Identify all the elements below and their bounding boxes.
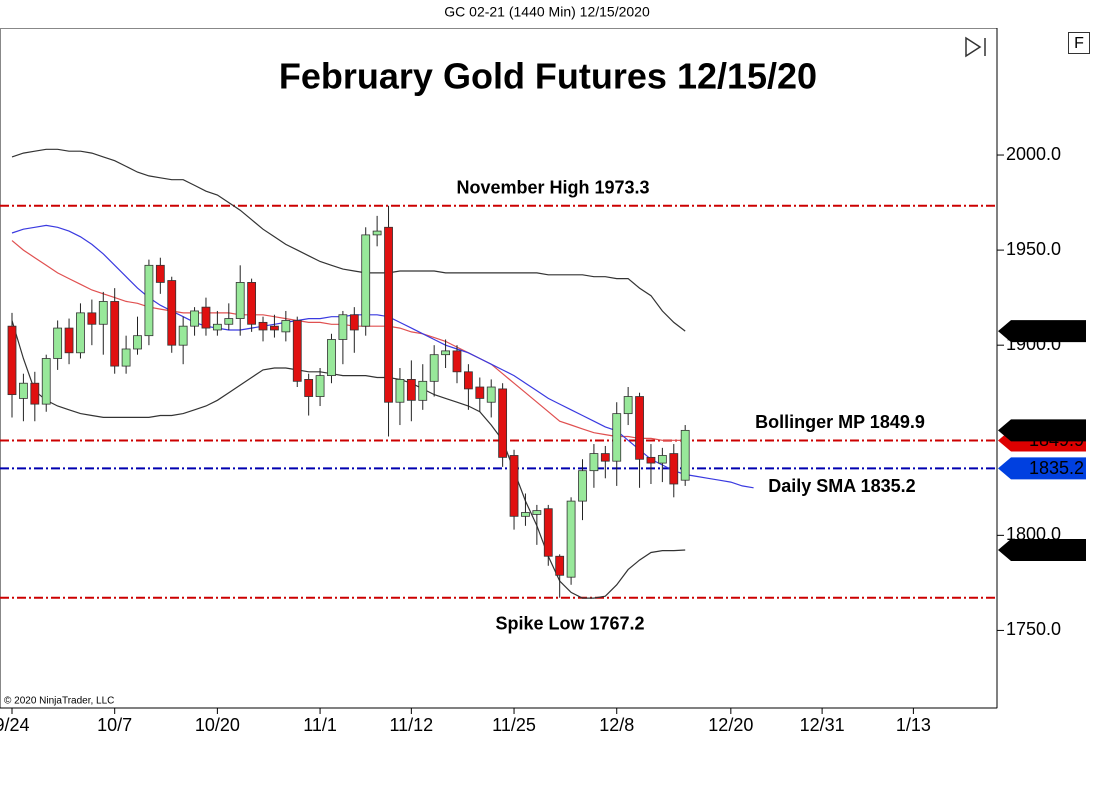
indicator-line xyxy=(11,240,686,441)
candle-body xyxy=(155,264,165,283)
candle-body xyxy=(315,375,325,397)
candle-body xyxy=(304,379,314,397)
candle-body xyxy=(247,282,257,325)
x-tick-label: 12/8 xyxy=(599,715,634,735)
candle-body xyxy=(41,358,51,405)
price-marker xyxy=(998,419,1086,442)
price-marker xyxy=(998,320,1086,343)
candle-body xyxy=(521,512,530,517)
y-tick-label: 2000.0 xyxy=(1006,144,1061,164)
candle-body xyxy=(406,379,416,401)
level-label: Spike Low 1767.2 xyxy=(495,613,644,633)
candle-body xyxy=(418,380,428,401)
candle-body xyxy=(429,354,439,382)
candle-body xyxy=(121,348,131,367)
candle-body xyxy=(235,282,245,319)
candle-body xyxy=(669,453,679,485)
candle-body xyxy=(190,310,199,327)
candle-body xyxy=(452,350,462,373)
candle-body xyxy=(98,301,108,325)
candle-body xyxy=(498,388,508,458)
x-tick-label: 1/13 xyxy=(896,715,931,735)
candle-body xyxy=(327,339,336,377)
candle-body xyxy=(646,456,656,464)
level-label: November High 1973.3 xyxy=(456,178,649,198)
candle-body xyxy=(292,320,302,382)
level-label: Bollinger MP 1849.9 xyxy=(755,412,925,432)
candle-body xyxy=(87,312,97,325)
price-marker-label: 1835.2 xyxy=(1029,458,1084,478)
candle-body xyxy=(680,429,690,481)
price-marker xyxy=(998,538,1086,561)
x-tick-label: 9/24 xyxy=(0,715,30,735)
candle-body xyxy=(384,226,393,403)
price-marker-label: 1792.3 xyxy=(1029,540,1084,560)
candle-body xyxy=(486,386,496,403)
f-button[interactable] xyxy=(1068,32,1090,54)
y-tick-label: 1950.0 xyxy=(1006,239,1061,259)
candle-body xyxy=(270,325,279,331)
y-tick-label: 1750.0 xyxy=(1006,619,1061,639)
candle-body xyxy=(532,510,542,515)
candle-body xyxy=(53,327,63,359)
candle-body xyxy=(475,386,485,399)
candle-body xyxy=(64,327,74,354)
candle-body xyxy=(178,325,188,346)
chart-title: February Gold Futures 12/15/20 xyxy=(279,56,817,97)
x-tick-label: 11/12 xyxy=(389,715,433,735)
level-label: Daily SMA 1835.2 xyxy=(768,476,915,496)
scroll-end-icon[interactable] xyxy=(965,36,986,58)
x-tick-label: 11/25 xyxy=(492,715,536,735)
candle-body xyxy=(372,230,382,236)
candle-body xyxy=(657,455,667,464)
candle-body xyxy=(281,320,291,333)
indicator-line xyxy=(11,224,754,489)
candle-body xyxy=(338,314,348,340)
candle-body xyxy=(600,453,610,462)
candle-body xyxy=(395,379,405,403)
candle-body xyxy=(30,382,40,405)
x-tick-label: 10/7 xyxy=(97,715,132,735)
candle-body xyxy=(7,325,17,396)
candle-body xyxy=(258,321,268,331)
copyright: © 2020 NinjaTrader, LLC xyxy=(4,696,114,707)
price-marker xyxy=(998,457,1086,480)
candle-body xyxy=(361,234,371,327)
candle-body xyxy=(441,350,450,356)
candle-body xyxy=(76,312,85,354)
candle-body xyxy=(19,382,28,399)
axis-layer: 1750.01800.01900.01950.02000.09/2410/710… xyxy=(0,144,1086,735)
candle-body xyxy=(110,301,120,367)
candle-body xyxy=(167,280,177,346)
candle-body xyxy=(201,306,211,329)
indicator-line xyxy=(11,148,686,332)
candle-body xyxy=(224,318,234,325)
candle-body xyxy=(463,371,473,390)
f-button-label[interactable]: F xyxy=(1074,35,1084,52)
candle-body xyxy=(509,455,519,517)
candle-body xyxy=(623,396,633,415)
x-tick-label: 12/31 xyxy=(800,715,845,735)
x-tick-label: 10/20 xyxy=(195,715,240,735)
candle-body xyxy=(543,508,553,557)
plot-area: November High 1973.3 Bollinger MP 1849.9 D… xyxy=(0,148,997,633)
candle-body xyxy=(566,500,576,578)
x-tick-label: 11/1 xyxy=(303,715,337,735)
header: GC 02-21 (1440 Min) 12/15/2020 xyxy=(444,4,650,20)
candle-body xyxy=(349,314,359,331)
price-marker-label: 1907.4 xyxy=(1029,321,1084,341)
candle-body xyxy=(212,323,222,331)
x-tick-label: 12/20 xyxy=(708,715,753,735)
candle-body xyxy=(635,396,644,460)
indicator-line xyxy=(11,320,686,599)
candle-body xyxy=(555,555,565,576)
candle-body xyxy=(589,453,599,472)
candle-body xyxy=(133,335,142,350)
candle-body xyxy=(612,413,622,462)
candle-body xyxy=(144,264,154,337)
price-marker-label: 1855.2 xyxy=(1029,420,1084,440)
candle-body xyxy=(578,470,587,502)
